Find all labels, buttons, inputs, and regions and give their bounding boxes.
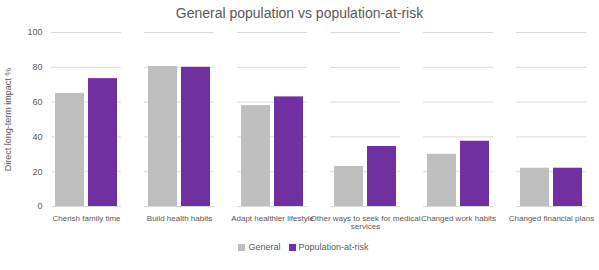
html-text:General population vs populati: General population vs population-at-risk — [175, 5, 424, 21]
svg-text:Changed financial plans: Changed financial plans — [509, 214, 594, 223]
svg-text:Other ways to seek for medical: Other ways to seek for medicalservices — [311, 214, 421, 231]
html-text:Population-at-risk: Population-at-risk — [298, 242, 369, 252]
svg-text:20: 20 — [32, 167, 42, 177]
svg-text:0: 0 — [37, 201, 42, 211]
svg-text:Cherish family time: Cherish family time — [52, 214, 121, 223]
svg-text:40: 40 — [32, 132, 42, 142]
svg-text:60: 60 — [32, 97, 42, 107]
svg-text:Adapt healthier lifestyle: Adapt healthier lifestyle — [231, 214, 314, 223]
svg-text:Build health habits: Build health habits — [147, 214, 212, 223]
svg-text:Direct long-term impact %: Direct long-term impact % — [3, 68, 13, 172]
svg-text:80: 80 — [32, 62, 42, 72]
html-text:General: General — [248, 242, 281, 252]
svg-text:Changed work habits: Changed work habits — [421, 214, 496, 223]
svg-text:100: 100 — [27, 27, 42, 37]
